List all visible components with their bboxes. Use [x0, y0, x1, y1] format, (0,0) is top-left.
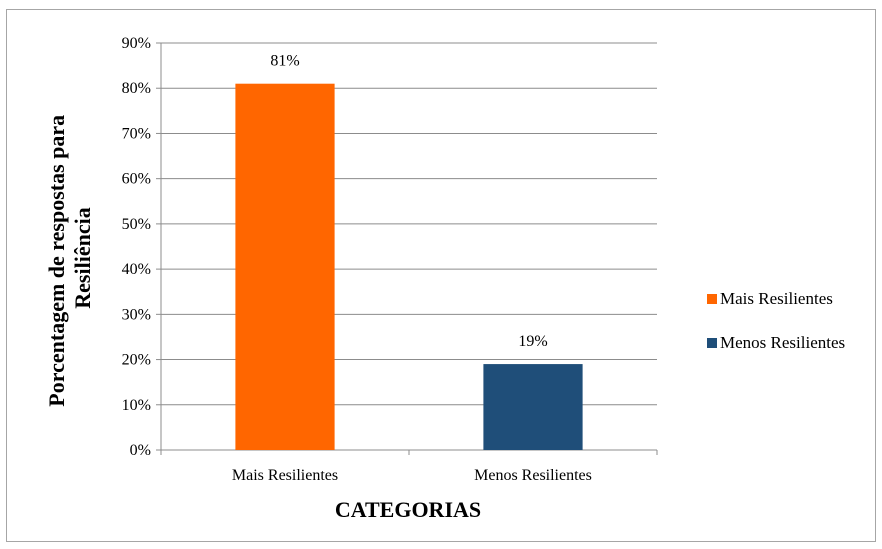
legend-label: Mais Resilientes [720, 289, 833, 308]
bar-1 [235, 83, 335, 450]
y-tick-label: 80% [122, 80, 151, 97]
y-axis-title-line-2: Resiliência [70, 207, 95, 308]
y-tick-label: 0% [130, 442, 151, 459]
y-tick-label: 50% [122, 216, 151, 233]
legend-label: Menos Resilientes [720, 333, 845, 352]
bars [235, 83, 583, 450]
y-tick-label: 90% [122, 35, 151, 52]
y-tick-label: 20% [122, 352, 151, 369]
x-tick-label: Mais Resilientes [232, 467, 338, 484]
labels: 0% 10% 20% 30% 40% 50% 60% 70% 80% 90% 81% Mais Res… [122, 35, 592, 484]
y-tick-label: 60% [122, 171, 151, 188]
data-label: 19% [518, 333, 547, 350]
x-axis-title: CATEGORIAS [335, 497, 481, 522]
chart-frame [6, 9, 876, 542]
y-tick-label: 30% [122, 306, 151, 323]
legend-swatch [707, 338, 717, 348]
y-tick-label: 70% [122, 125, 151, 142]
x-tick-label: Menos Resilientes [474, 467, 592, 484]
legend: Mais Resilientes Menos Resilientes [707, 289, 845, 352]
legend-swatch [707, 294, 717, 304]
data-label: 81% [270, 53, 299, 70]
y-tick-label: 40% [122, 261, 151, 278]
bar-2 [483, 364, 583, 450]
y-tick-label: 10% [122, 397, 151, 414]
y-axis-title-line-1: Porcentagem de respostas para [44, 115, 69, 407]
y-axis-title: Porcentagem de respostas para Resiliênci… [44, 109, 95, 406]
